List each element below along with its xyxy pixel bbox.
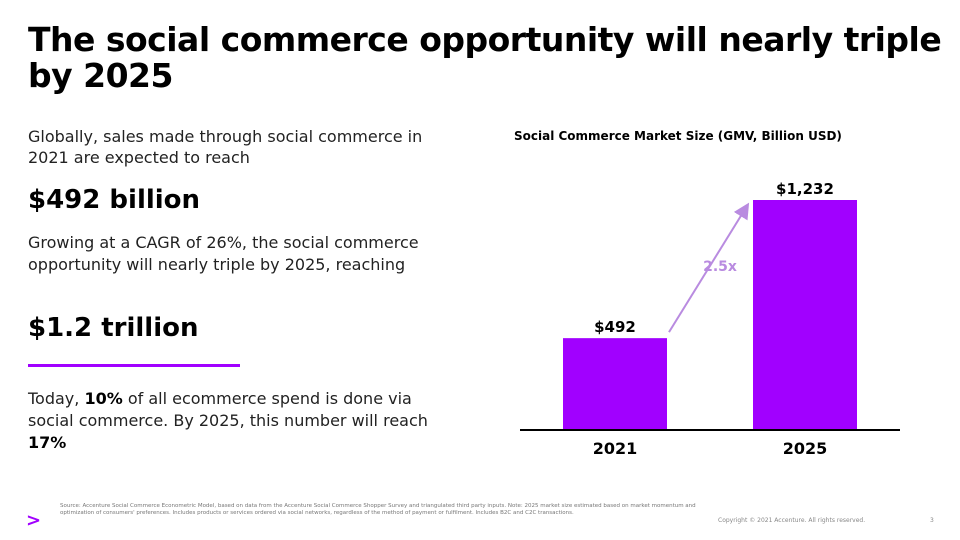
bar-2025 — [753, 200, 857, 430]
divider-line — [28, 364, 240, 367]
x-tick-label-2025: 2025 — [783, 439, 828, 458]
x-tick-label-2021: 2021 — [593, 439, 638, 458]
today-text: Today, 10% of all ecommerce spend is don… — [28, 388, 448, 454]
today-text-part: Today, — [28, 389, 85, 408]
today-text-part: of all ecommerce spend is done via socia… — [28, 389, 428, 430]
source-note: Source: Accenture Social Commerce Econom… — [60, 503, 696, 516]
growth-text: Growing at a CAGR of 26%, the social com… — [28, 233, 419, 274]
slide-title: The social commerce opportunity will nea… — [28, 20, 942, 95]
page-number: 3 — [930, 517, 934, 524]
data-label-2021: $492 — [594, 318, 636, 336]
stat-2021: $492 billion — [28, 185, 201, 215]
copyright: Copyright © 2021 Accenture. All rights r… — [718, 517, 866, 524]
bar-2021 — [563, 338, 667, 430]
bar-chart: $492 2021 $1,232 2025 2.5x — [520, 180, 900, 458]
stat-2025: $1.2 trillion — [28, 313, 199, 343]
today-share-current: 10% — [84, 389, 123, 408]
accenture-logo-icon: > — [26, 510, 42, 531]
growth-arrow — [668, 202, 750, 333]
growth-multiplier-label: 2.5x — [703, 259, 737, 275]
intro-text: Globally, sales made through social comm… — [28, 127, 423, 167]
today-share-2025: 17% — [28, 433, 67, 452]
chart-title: Social Commerce Market Size (GMV, Billio… — [514, 129, 842, 143]
data-label-2025: $1,232 — [776, 180, 834, 198]
